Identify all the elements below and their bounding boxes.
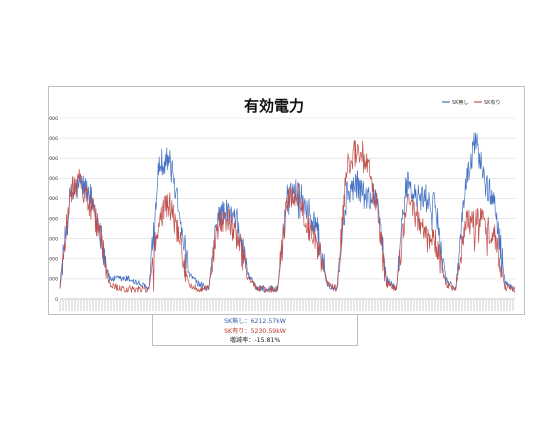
chart-frame: 0 2000 4000 6000 8000 10000 12000 14000 16000 180… [48, 86, 525, 315]
legend: SK無し SK有り [442, 99, 500, 106]
y-tick-label: 4000 [49, 257, 58, 263]
chart-title: 有効電力 [244, 97, 304, 115]
stat-change-rate: 増減率：-15.81% [229, 337, 281, 345]
y-tick-label: 6000 [49, 236, 58, 242]
y-tick-labels: 0 2000 4000 6000 8000 10000 12000 14000 16000 180… [49, 116, 58, 303]
legend-label-sk-ari: SK有り [484, 99, 500, 106]
stat-sk-nashi: SK無し：6212.57kW [224, 318, 286, 325]
stats-box: SK無し：6212.57kW SK有り：5230.59kW 増減率：-15.81… [152, 314, 358, 346]
stat-sk-ari: SK有り：5230.59kW [224, 327, 286, 335]
x-tick-marks [59, 300, 514, 311]
y-tick-label: 12000 [49, 176, 58, 182]
series-line-sk-nashi [59, 132, 516, 293]
grid-lines [60, 117, 515, 300]
y-tick-label: 16000 [49, 136, 58, 142]
series-lines [59, 132, 516, 293]
legend-label-sk-nashi: SK無し [452, 99, 468, 106]
y-tick-label: 18000 [49, 116, 58, 122]
y-tick-label: 2000 [49, 277, 58, 283]
y-tick-label: 8000 [49, 216, 58, 222]
y-tick-label: 0 [55, 297, 58, 303]
series-line-sk-ari [59, 139, 516, 293]
y-tick-label: 14000 [49, 156, 58, 162]
chart-svg: 0 2000 4000 6000 8000 10000 12000 14000 16000 180… [49, 97, 516, 311]
y-tick-label: 10000 [49, 196, 58, 202]
